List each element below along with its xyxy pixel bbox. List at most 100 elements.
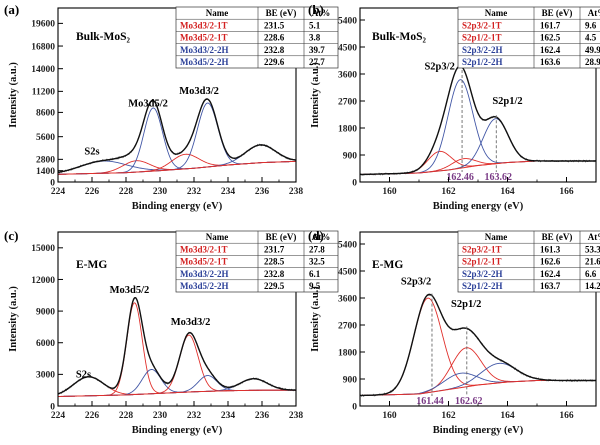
envelope-curve (360, 293, 596, 397)
table-header: At% (312, 232, 331, 242)
table-cell-at: 9.6 (585, 20, 597, 30)
peak-label: S2p1/2 (451, 299, 481, 310)
panel-letter: (a) (4, 2, 19, 17)
y-tick-label: 900 (343, 151, 358, 161)
component-curve-2H-3 (360, 362, 596, 396)
table-cell-be: 163.7 (540, 281, 561, 291)
y-tick-label: 900 (343, 375, 358, 385)
envelope-curve (360, 65, 596, 176)
component-curve-2H-2 (360, 372, 596, 396)
table-cell-be: 231.5 (264, 20, 285, 30)
table-cell-at: 32.5 (309, 257, 325, 267)
x-tick-label: 166 (559, 187, 574, 197)
table-cell-be: 162.4 (540, 45, 561, 55)
peak-position-label: 161.44 (416, 396, 444, 407)
y-tick-label: 9000 (36, 307, 55, 317)
panel-3: 161.44 162.62 160 162 164 166 0 900 1800 2700 3600… (308, 228, 600, 436)
table-cell-at: 49.9 (585, 45, 600, 55)
table-cell-be: 161.7 (540, 20, 561, 30)
panel-letter: (d) (308, 228, 324, 243)
y-tick-label: 5400 (338, 240, 357, 250)
table-cell-name: Mo3d5/2-2H (180, 57, 229, 67)
table-cell-be: 232.8 (264, 269, 285, 279)
table-cell-name: S2p1/2-2H (462, 281, 503, 291)
y-tick-label: 3600 (338, 294, 357, 304)
x-tick-label: 162 (441, 411, 456, 421)
y-tick-label: 11200 (32, 88, 55, 98)
table-cell-at: 21.6 (585, 257, 600, 267)
sample-label: Bulk-MoS₂ (76, 31, 130, 43)
table-cell-name: Mo3d3/2-1T (180, 244, 228, 254)
y-tick-label: 12000 (31, 276, 55, 286)
x-tick-label: 232 (187, 187, 202, 197)
fit-table: Name BE (eV) At% S2p3/2-1T 161.3 53.3 S2p1/2-1… (457, 230, 600, 293)
x-tick-label: 226 (85, 187, 100, 197)
table-cell-at: 4.5 (585, 33, 597, 43)
x-axis-title: Binding energy (eV) (433, 201, 524, 212)
table-cell-at: 14.2 (585, 281, 600, 291)
x-tick-label: 238 (289, 187, 304, 197)
panel-letter: (c) (4, 228, 18, 243)
y-tick-label: 1800 (338, 124, 357, 134)
peak-label: Mo3d3/2 (171, 317, 211, 328)
table-header: At% (588, 232, 600, 242)
component-curve-2H-5 (58, 378, 296, 397)
fit-table: Name BE (eV) At% Mo3d3/2-1T 231.5 5.1 Mo3d5/2-… (175, 6, 339, 69)
x-tick-label: 236 (255, 411, 270, 421)
peak-label: S2s (76, 370, 91, 381)
table-cell-name: S2p1/2-2H (462, 57, 503, 67)
table-header: BE (eV) (266, 8, 297, 18)
y-axis-title: Intensity (a.u.) (8, 286, 19, 352)
table-cell-at: 27.8 (309, 244, 325, 254)
table-cell-name: S2p3/2-1T (462, 244, 502, 254)
table-cell-at: 28.9 (585, 57, 600, 67)
curves (360, 293, 596, 398)
x-axis-title: Binding energy (eV) (132, 425, 223, 436)
component-curve-2H-2 (58, 107, 296, 175)
table-cell-at: 27.7 (309, 57, 325, 67)
y-tick-label: 0 (50, 178, 55, 188)
table-cell-name: S2p3/2-2H (462, 45, 503, 55)
y-tick-label: 0 (50, 402, 55, 412)
table-cell-at: 53.3 (585, 244, 600, 254)
component-curve-2H-2 (360, 79, 596, 175)
y-tick-label: 2700 (338, 321, 357, 331)
curves (58, 296, 296, 398)
x-tick-label: 232 (187, 411, 202, 421)
x-tick-label: 236 (255, 187, 270, 197)
table-cell-be: 228.5 (264, 257, 285, 267)
peak-label: S2s (84, 146, 99, 157)
panel-2: 224 226 228 230 232 234 236 238 0 3000 6000 9000 120… (4, 228, 339, 436)
component-curve-2H-4 (58, 102, 296, 175)
panel-letter: (b) (308, 2, 324, 17)
x-tick-label: 224 (51, 187, 66, 197)
table-cell-name: Mo3d3/2-2H (180, 45, 229, 55)
component-curve-2H-3 (360, 118, 596, 175)
table-cell-name: Mo3d5/2-1T (180, 257, 228, 267)
x-tick-label: 226 (85, 411, 100, 421)
y-tick-label: 16800 (31, 42, 55, 52)
raw-data-curve (360, 65, 596, 176)
background-curve (360, 160, 596, 175)
table-cell-name: Mo3d5/2-2H (180, 281, 229, 291)
table-cell-be: 228.6 (264, 33, 285, 43)
x-tick-label: 238 (289, 411, 304, 421)
table-header: Name (485, 8, 508, 18)
table-header: At% (312, 8, 331, 18)
x-tick-label: 234 (221, 187, 236, 197)
table-cell-at: 5.1 (309, 20, 321, 30)
x-tick-label: 230 (153, 411, 168, 421)
table-header: BE (eV) (542, 232, 573, 242)
x-tick-label: 230 (153, 187, 168, 197)
envelope-curve (58, 98, 296, 174)
table-header: At% (588, 8, 600, 18)
table-cell-name: Mo3d5/2-1T (180, 33, 228, 43)
fit-table: Name BE (eV) At% Mo3d3/2-1T 231.7 27.8 Mo3d5/2… (175, 230, 339, 293)
y-tick-label: 3600 (338, 70, 357, 80)
peak-position-label: 163.62 (485, 172, 513, 183)
x-tick-label: 228 (119, 411, 134, 421)
y-tick-label: 1800 (338, 348, 357, 358)
y-tick-label: 3000 (36, 371, 55, 381)
y-tick-label: 4500 (338, 267, 357, 277)
